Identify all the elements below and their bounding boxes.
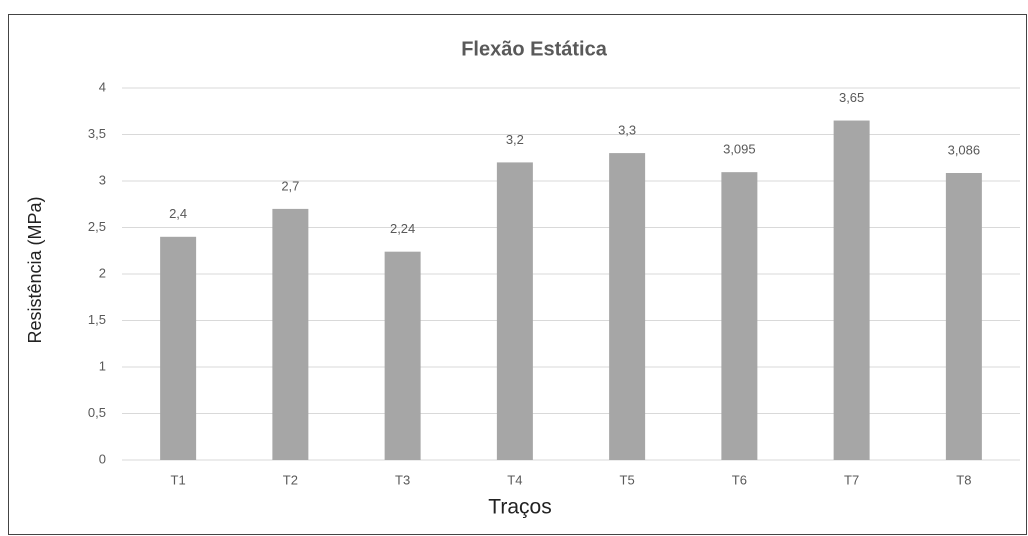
- bar: [160, 236, 197, 460]
- y-tick-label: 2: [99, 265, 106, 280]
- chart-title: Flexão Estática: [461, 38, 608, 60]
- x-tick-label: T1: [171, 472, 186, 487]
- x-tick-label: T5: [620, 472, 635, 487]
- y-axis-title: Resistência (MPa): [25, 196, 45, 343]
- x-tick-label: T8: [956, 472, 971, 487]
- x-axis-title: Traços: [488, 496, 551, 519]
- data-label: 3,095: [723, 142, 756, 157]
- y-tick-label: 0: [99, 451, 106, 466]
- y-tick-label: 3: [99, 172, 106, 187]
- bar: [384, 251, 421, 460]
- bar: [945, 173, 982, 460]
- y-tick-label: 3,5: [88, 126, 106, 141]
- x-tick-label: T4: [507, 472, 522, 487]
- y-tick-label: 1,5: [88, 312, 106, 327]
- data-label: 2,4: [169, 206, 187, 221]
- bar: [609, 153, 646, 460]
- x-tick-label: T2: [283, 472, 298, 487]
- data-label: 3,65: [839, 90, 864, 105]
- data-label: 3,2: [506, 132, 524, 147]
- bar: [833, 120, 870, 461]
- bar: [721, 172, 758, 461]
- data-label: 2,7: [281, 178, 299, 193]
- bar: [496, 162, 533, 460]
- data-label: 2,24: [390, 221, 415, 236]
- bar: [272, 208, 309, 460]
- x-tick-label: T6: [732, 472, 747, 487]
- data-label: 3,086: [948, 142, 981, 157]
- x-tick-label: T7: [844, 472, 859, 487]
- y-tick-label: 1: [99, 358, 106, 373]
- x-tick-label: T3: [395, 472, 410, 487]
- y-tick-label: 2,5: [88, 219, 106, 234]
- data-label: 3,3: [618, 123, 636, 138]
- y-tick-label: 0,5: [88, 405, 106, 420]
- y-tick-label: 4: [99, 79, 106, 94]
